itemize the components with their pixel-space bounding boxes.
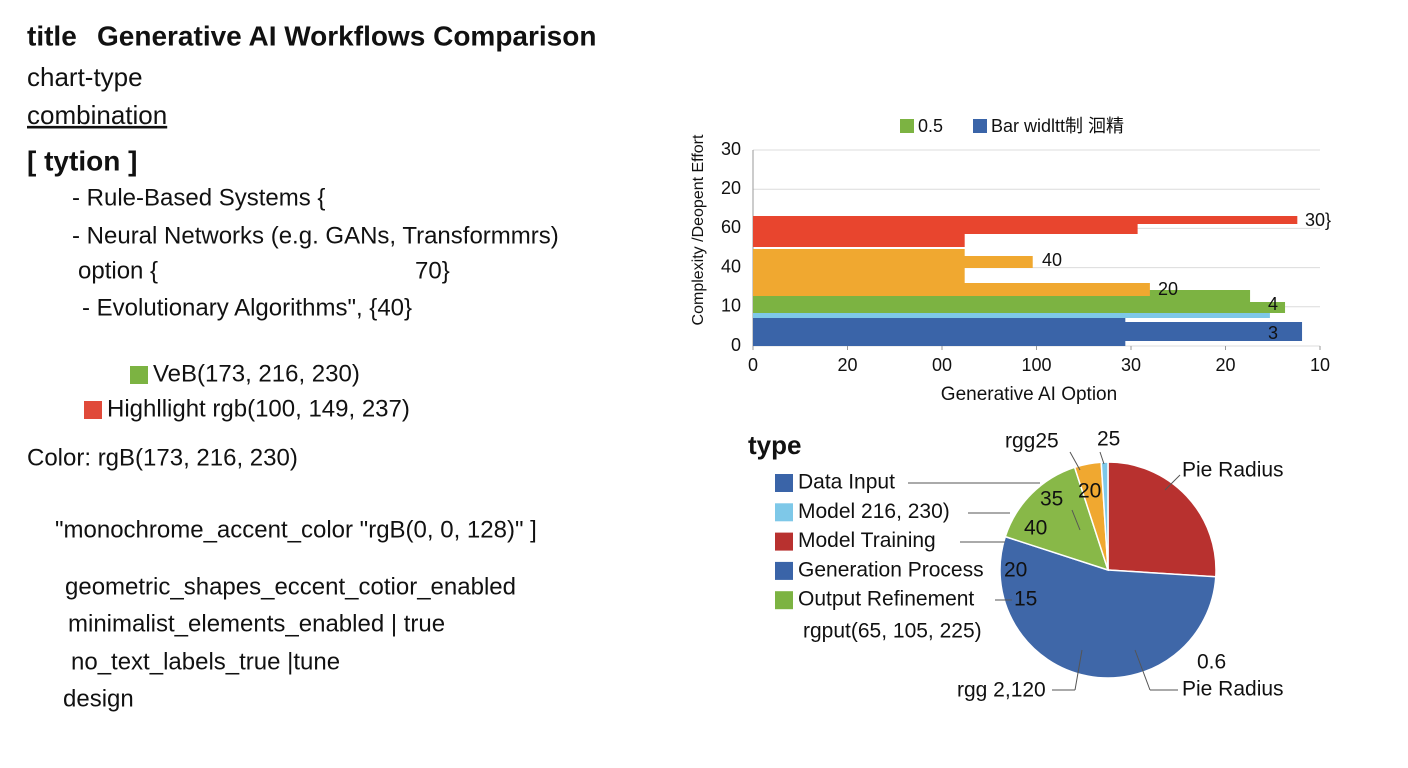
pie-annotation: 25: [1097, 428, 1120, 451]
color-swatch: [84, 401, 102, 419]
pie-annotation: rgg25: [1005, 430, 1059, 453]
bar: [753, 283, 1150, 296]
y-tick-label: 20: [721, 178, 741, 198]
legend-label: Data Input: [798, 471, 895, 494]
document-line: Highllight rgb(100, 149, 237): [107, 395, 410, 422]
y-tick-label: 30: [721, 139, 741, 159]
pie-annotation: 0.6: [1197, 651, 1226, 674]
legend-swatch: [775, 474, 793, 492]
legend-label: Model 216, 230): [798, 500, 950, 523]
pie-annotation: rgg 2,120: [957, 679, 1046, 702]
leader-line: [1099, 451, 1105, 465]
document-line: no_text_labels_true |tune: [71, 648, 340, 675]
x-tick-label: 20: [1215, 355, 1235, 375]
bar: [753, 216, 1298, 224]
pie-slice: [999, 535, 1217, 679]
bar: [753, 322, 1303, 341]
bar-annotation: 40: [1042, 250, 1062, 270]
document-line: VeB(173, 216, 230): [153, 360, 360, 387]
legend-label: Bar widltt制 洄精: [991, 116, 1124, 136]
x-tick-label: 00: [932, 355, 952, 375]
legend-swatch: [775, 503, 793, 522]
pie-annotation: 35: [1040, 488, 1063, 511]
document-line: minimalist_elements_enabled | true: [68, 610, 445, 637]
bar-annotation: 30}: [1305, 210, 1331, 230]
x-tick-label: 20: [837, 355, 857, 375]
document-line: title: [27, 20, 77, 51]
pie-annotation: 15: [1014, 588, 1037, 611]
legend-swatch: [973, 119, 987, 133]
legend-swatch: [775, 561, 793, 580]
bar: [753, 256, 1033, 268]
x-tick-label: 30: [1121, 355, 1141, 375]
legend-swatch: [775, 532, 793, 551]
y-tick-label: 10: [721, 296, 741, 316]
document-line: - Neural Networks (e.g. GANs, Transformm…: [72, 222, 559, 249]
bar-annotation: 3: [1268, 323, 1278, 343]
leader-line: [1134, 649, 1151, 691]
legend-swatch: [900, 119, 914, 133]
document-line: design: [63, 685, 134, 712]
pie-annotation: 20: [1004, 559, 1027, 582]
leader-line: [1074, 649, 1083, 691]
pie-slice: [1100, 461, 1109, 571]
pie-annotation: 40: [1024, 517, 1047, 540]
y-axis-title: Complexity /Deopent Effort: [690, 134, 707, 325]
bar-annotation: 20: [1158, 279, 1178, 299]
y-tick-label: 40: [721, 256, 741, 276]
y-tick-label: 60: [721, 217, 741, 237]
bar-annotation: 4: [1268, 294, 1278, 314]
x-axis-title: Generative AI Option: [941, 384, 1117, 405]
legend-label: Model Training: [798, 529, 936, 552]
pie-slice: [1107, 461, 1217, 578]
legend-label: 0.5: [918, 116, 943, 136]
document-line: Generative AI Workflows Comparison: [97, 20, 596, 51]
document-line: chart-type: [27, 62, 143, 92]
document-line: [ tytion ]: [27, 145, 137, 176]
document-line: - Rule-Based Systems {: [72, 184, 325, 211]
legend-swatch: [775, 591, 793, 610]
x-tick-label: 100: [1021, 355, 1051, 375]
leader-line: [1071, 509, 1081, 531]
pie-annotation: rgput(65, 105, 225): [803, 620, 982, 643]
document-line: Color: rgB(173, 216, 230): [27, 444, 298, 471]
leader-line: [1164, 474, 1181, 491]
document-line: 70}: [415, 257, 450, 284]
bar: [753, 302, 1286, 313]
pie-annotation: Pie Radius: [1182, 678, 1284, 701]
document-line: - Evolutionary Algorithms", {40}: [82, 294, 412, 321]
legend-label: Generation Process: [798, 558, 984, 581]
leader-line: [1069, 451, 1081, 471]
bar: [753, 234, 965, 247]
legend-label: Output Refinement: [798, 588, 974, 611]
x-tick-label: 10: [1310, 355, 1330, 375]
bar: [753, 311, 1270, 318]
document-line: "monochrome_accent_color "rgB(0, 0, 128)…: [55, 516, 537, 543]
document-line: geometric_shapes_eccent_cotior_enabled: [65, 573, 516, 600]
x-tick-label: 0: [748, 355, 758, 375]
document-line: combination: [27, 100, 167, 130]
document-line: option {: [78, 257, 158, 284]
color-swatch: [130, 366, 148, 384]
y-tick-label: 0: [731, 335, 741, 355]
pie-annotation: Pie Radius: [1182, 459, 1284, 482]
pie-title: type: [748, 430, 801, 460]
pie-annotation: 20: [1078, 480, 1101, 503]
